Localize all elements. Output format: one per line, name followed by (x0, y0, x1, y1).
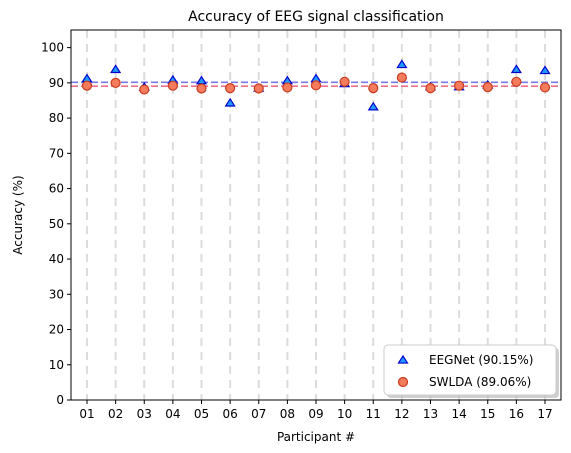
data-points (81, 59, 551, 111)
x-tick-label: 16 (509, 407, 524, 421)
data-point-eegnet (367, 101, 379, 111)
x-tick-label: 15 (480, 407, 495, 421)
y-tick-label: 90 (49, 76, 64, 90)
x-tick-label: 01 (79, 407, 94, 421)
data-point-swlda (81, 80, 93, 91)
y-tick-label: 50 (49, 217, 64, 231)
data-point-swlda (396, 72, 407, 83)
data-point-eegnet (224, 97, 236, 107)
data-point-swlda (253, 83, 264, 94)
x-tick-label: 08 (280, 407, 295, 421)
data-point-swlda (539, 82, 551, 93)
legend-label: EEGNet (90.15%) (429, 353, 533, 367)
y-tick-label: 80 (49, 111, 64, 125)
data-point-swlda (196, 83, 207, 94)
data-point-eegnet (396, 59, 408, 69)
x-tick-label: 10 (337, 407, 352, 421)
data-point-swlda (139, 84, 150, 95)
x-axis-label: Participant # (277, 430, 355, 444)
y-tick-label: 40 (49, 252, 64, 266)
chart-title: Accuracy of EEG signal classification (188, 9, 444, 25)
data-point-eegnet (510, 64, 522, 74)
data-point-eegnet (110, 64, 122, 74)
x-tick-label: 12 (394, 407, 409, 421)
data-point-eegnet (539, 65, 551, 75)
x-tick-label: 06 (222, 407, 237, 421)
legend: EEGNet (90.15%) SWLDA (89.06%) (383, 344, 559, 398)
y-tick-label: 10 (49, 358, 64, 372)
x-tick-label: 05 (194, 407, 209, 421)
data-point-swlda (110, 77, 121, 88)
y-tick-label: 100 (41, 41, 64, 55)
x-tick-label: 07 (251, 407, 266, 421)
y-tick-label: 70 (49, 146, 64, 160)
x-tick-label: 17 (537, 407, 552, 421)
axes: 0 10 20 30 40 50 60 70 80 90 100 01 02 03 04 05 06 07 08 09… (41, 41, 553, 421)
x-tick-label: 11 (366, 407, 381, 421)
y-tick-label: 20 (49, 323, 64, 337)
data-point-swlda (282, 82, 293, 93)
x-tick-label: 14 (451, 407, 466, 421)
data-point-swlda (454, 80, 465, 91)
y-axis-label: Accuracy (%) (11, 175, 25, 254)
y-tick-label: 60 (49, 182, 64, 196)
x-tick-label: 13 (423, 407, 438, 421)
x-tick-label: 02 (108, 407, 123, 421)
data-point-swlda (511, 76, 522, 87)
x-tick-label: 03 (137, 407, 152, 421)
data-point-swlda (339, 76, 350, 87)
data-point-swlda (368, 83, 379, 94)
x-tick-label: 04 (165, 407, 180, 421)
data-point-swlda (310, 80, 322, 91)
legend-marker-swlda (397, 376, 409, 388)
y-tick-label: 30 (49, 287, 64, 301)
data-point-swlda (167, 80, 178, 91)
legend-frame (383, 344, 557, 396)
data-point-eegnet (195, 75, 208, 85)
legend-marker-eegnet (397, 354, 409, 364)
data-point-swlda (482, 81, 493, 93)
x-tick-label: 09 (308, 407, 323, 421)
data-point-swlda (225, 83, 236, 94)
data-point-swlda (425, 83, 436, 94)
legend-label: SWLDA (89.06%) (429, 375, 531, 389)
y-tick-label: 0 (56, 393, 64, 407)
